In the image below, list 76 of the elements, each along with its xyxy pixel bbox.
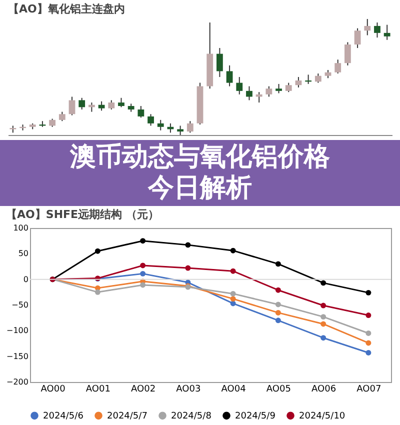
- legend-label: 2024/5/10: [299, 412, 346, 422]
- x-tick-label: AO00: [40, 384, 66, 394]
- point: [320, 321, 326, 327]
- candlestick: [246, 86, 252, 101]
- candlestick: [186, 120, 194, 134]
- point: [366, 330, 372, 336]
- point: [275, 302, 281, 308]
- candlestick: [58, 111, 66, 122]
- y-tick-label: 50: [18, 249, 28, 258]
- point: [140, 282, 146, 288]
- point: [185, 265, 191, 271]
- point: [94, 289, 100, 295]
- x-tick-label: AO02: [131, 384, 156, 394]
- candlestick: [374, 22, 380, 38]
- candlestick: [226, 64, 233, 87]
- candlestick: [334, 59, 342, 74]
- point: [94, 248, 100, 254]
- x-tick-label: AO04: [221, 384, 246, 394]
- legend-label: 2024/5/6: [43, 412, 84, 422]
- point: [140, 262, 146, 268]
- candlestick: [98, 100, 105, 112]
- point: [230, 290, 236, 296]
- candlestick: [236, 76, 243, 95]
- y-tick-label: 100: [13, 224, 28, 232]
- candlestick: [354, 28, 361, 48]
- candlestick: [216, 48, 223, 78]
- candlestick: [108, 100, 115, 110]
- candlestick: [78, 97, 86, 110]
- text: 澳币动态与氧化铝价格今日解析: [68, 142, 331, 204]
- point: [320, 302, 326, 308]
- x-tick-label: AO06: [312, 384, 336, 394]
- y-tick-label: −200: [6, 378, 28, 386]
- candlestick: [138, 106, 144, 118]
- y-tick-label: −50: [12, 300, 28, 310]
- candlestick: [68, 96, 76, 116]
- candlestick: [266, 86, 272, 98]
- legend-label: 2024/5/8: [171, 412, 212, 422]
- x-tick-label: AO01: [86, 384, 110, 394]
- point: [140, 238, 146, 244]
- candlestick: [118, 97, 124, 108]
- candlestick: [364, 18, 371, 36]
- y-tick-label: 0: [23, 274, 28, 284]
- candlestick: [276, 83, 282, 94]
- legend-label: 2024/5/9: [235, 412, 276, 422]
- point: [275, 318, 281, 324]
- point: [275, 261, 281, 267]
- candlestick: [285, 82, 292, 93]
- candlestick: [177, 125, 184, 136]
- candlestick: [344, 42, 351, 66]
- point: [230, 296, 236, 302]
- point: [366, 290, 372, 296]
- x-tick-label: AO05: [266, 384, 291, 394]
- point: [230, 248, 236, 254]
- point: [140, 270, 146, 276]
- x-tick-label: AO07: [356, 384, 382, 394]
- chart-title: 【AO】SHFE远期结构 （元）: [6, 208, 159, 221]
- candlestick: [384, 24, 390, 40]
- x-tick-label: AO03: [176, 384, 201, 394]
- point: [185, 242, 191, 248]
- point: [366, 312, 372, 318]
- y-tick-label: −150: [6, 352, 28, 361]
- point: [320, 280, 326, 286]
- candlestick: [295, 76, 302, 88]
- point: [275, 310, 281, 316]
- legend-label: 2024/5/7: [107, 412, 148, 422]
- point: [320, 314, 326, 320]
- point: [275, 287, 281, 293]
- point: [230, 268, 236, 274]
- y-tick-label: −100: [6, 326, 28, 336]
- point: [366, 340, 372, 346]
- chart-title: 【AO】氧化铝主连盘内: [8, 2, 125, 16]
- point: [366, 350, 372, 356]
- candlestick: [148, 114, 154, 126]
- candlestick: [157, 119, 164, 131]
- candlestick: [314, 73, 322, 84]
- point: [320, 335, 326, 341]
